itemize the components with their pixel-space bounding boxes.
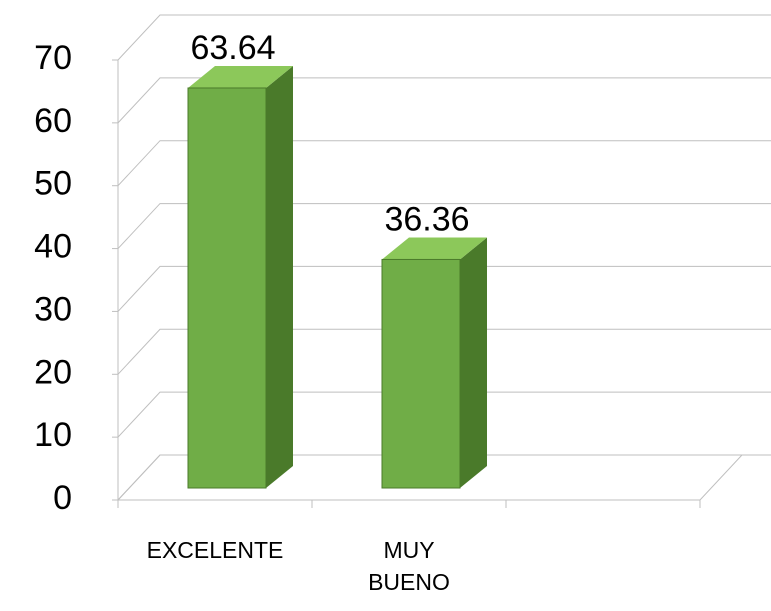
grid-line [117,328,771,375]
bar [187,87,267,489]
y-tick-label: 0 [53,479,72,517]
grid-line [117,391,771,438]
grid-line [117,77,771,124]
grid-line [117,203,771,249]
bar-side [460,237,487,488]
x-tick-label: MUY BUENO [368,537,450,595]
bar-top [382,237,487,260]
y-tick-label: 20 [34,353,72,391]
grid-line [117,140,771,187]
bar [381,258,461,489]
bar-top [188,65,293,88]
y-tick-label: 10 [34,416,72,454]
grid-line [117,14,771,61]
value-label: 36.36 [384,200,469,238]
x-tick-label: EXCELENTE [146,537,284,563]
grid-line [117,454,771,501]
y-tick-label: 60 [34,102,72,140]
bar-side [266,65,293,488]
y-tick-label: 30 [34,290,72,328]
y-tick-label: 50 [34,165,72,203]
grid-line [117,265,771,312]
y-tick-label: 70 [34,39,72,77]
value-label: 63.64 [190,29,275,67]
y-tick-label: 40 [34,228,72,266]
